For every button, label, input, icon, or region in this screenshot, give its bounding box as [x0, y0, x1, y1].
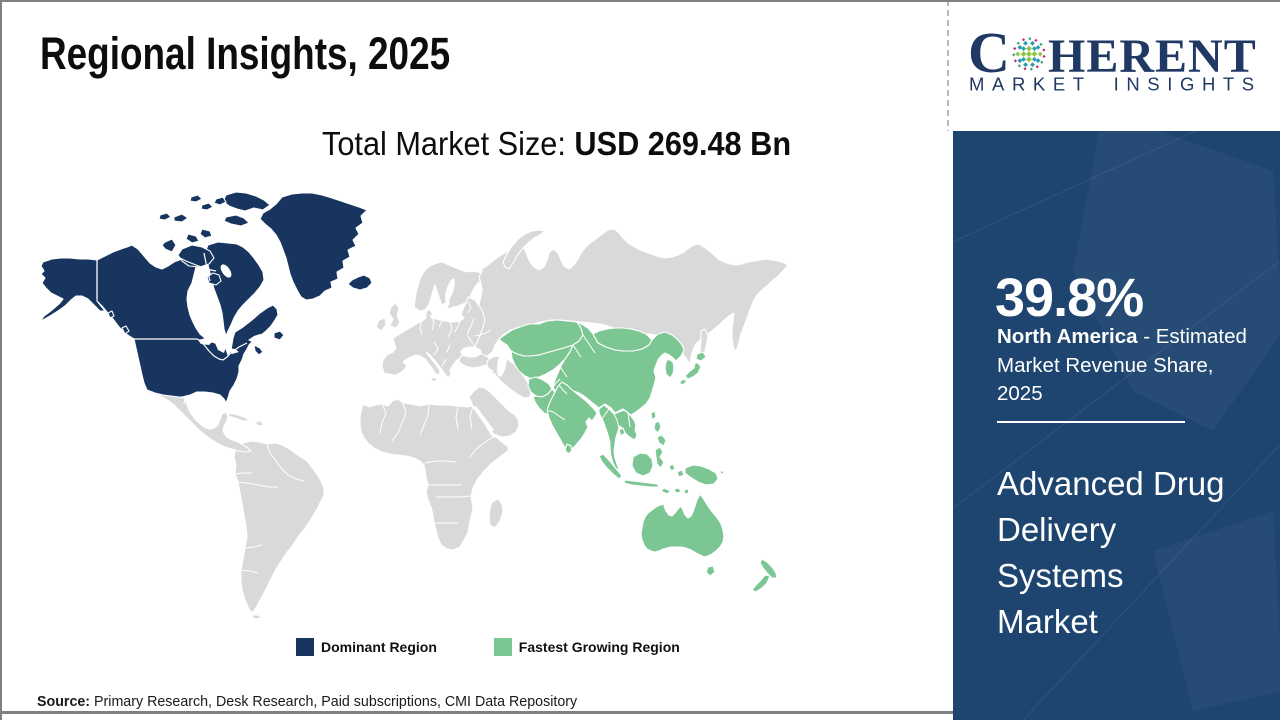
svg-text:HERENT: HERENT — [1048, 30, 1257, 83]
svg-text:MARKET INSIGHTS: MARKET INSIGHTS — [969, 74, 1262, 95]
svg-text:C: C — [968, 24, 1010, 85]
